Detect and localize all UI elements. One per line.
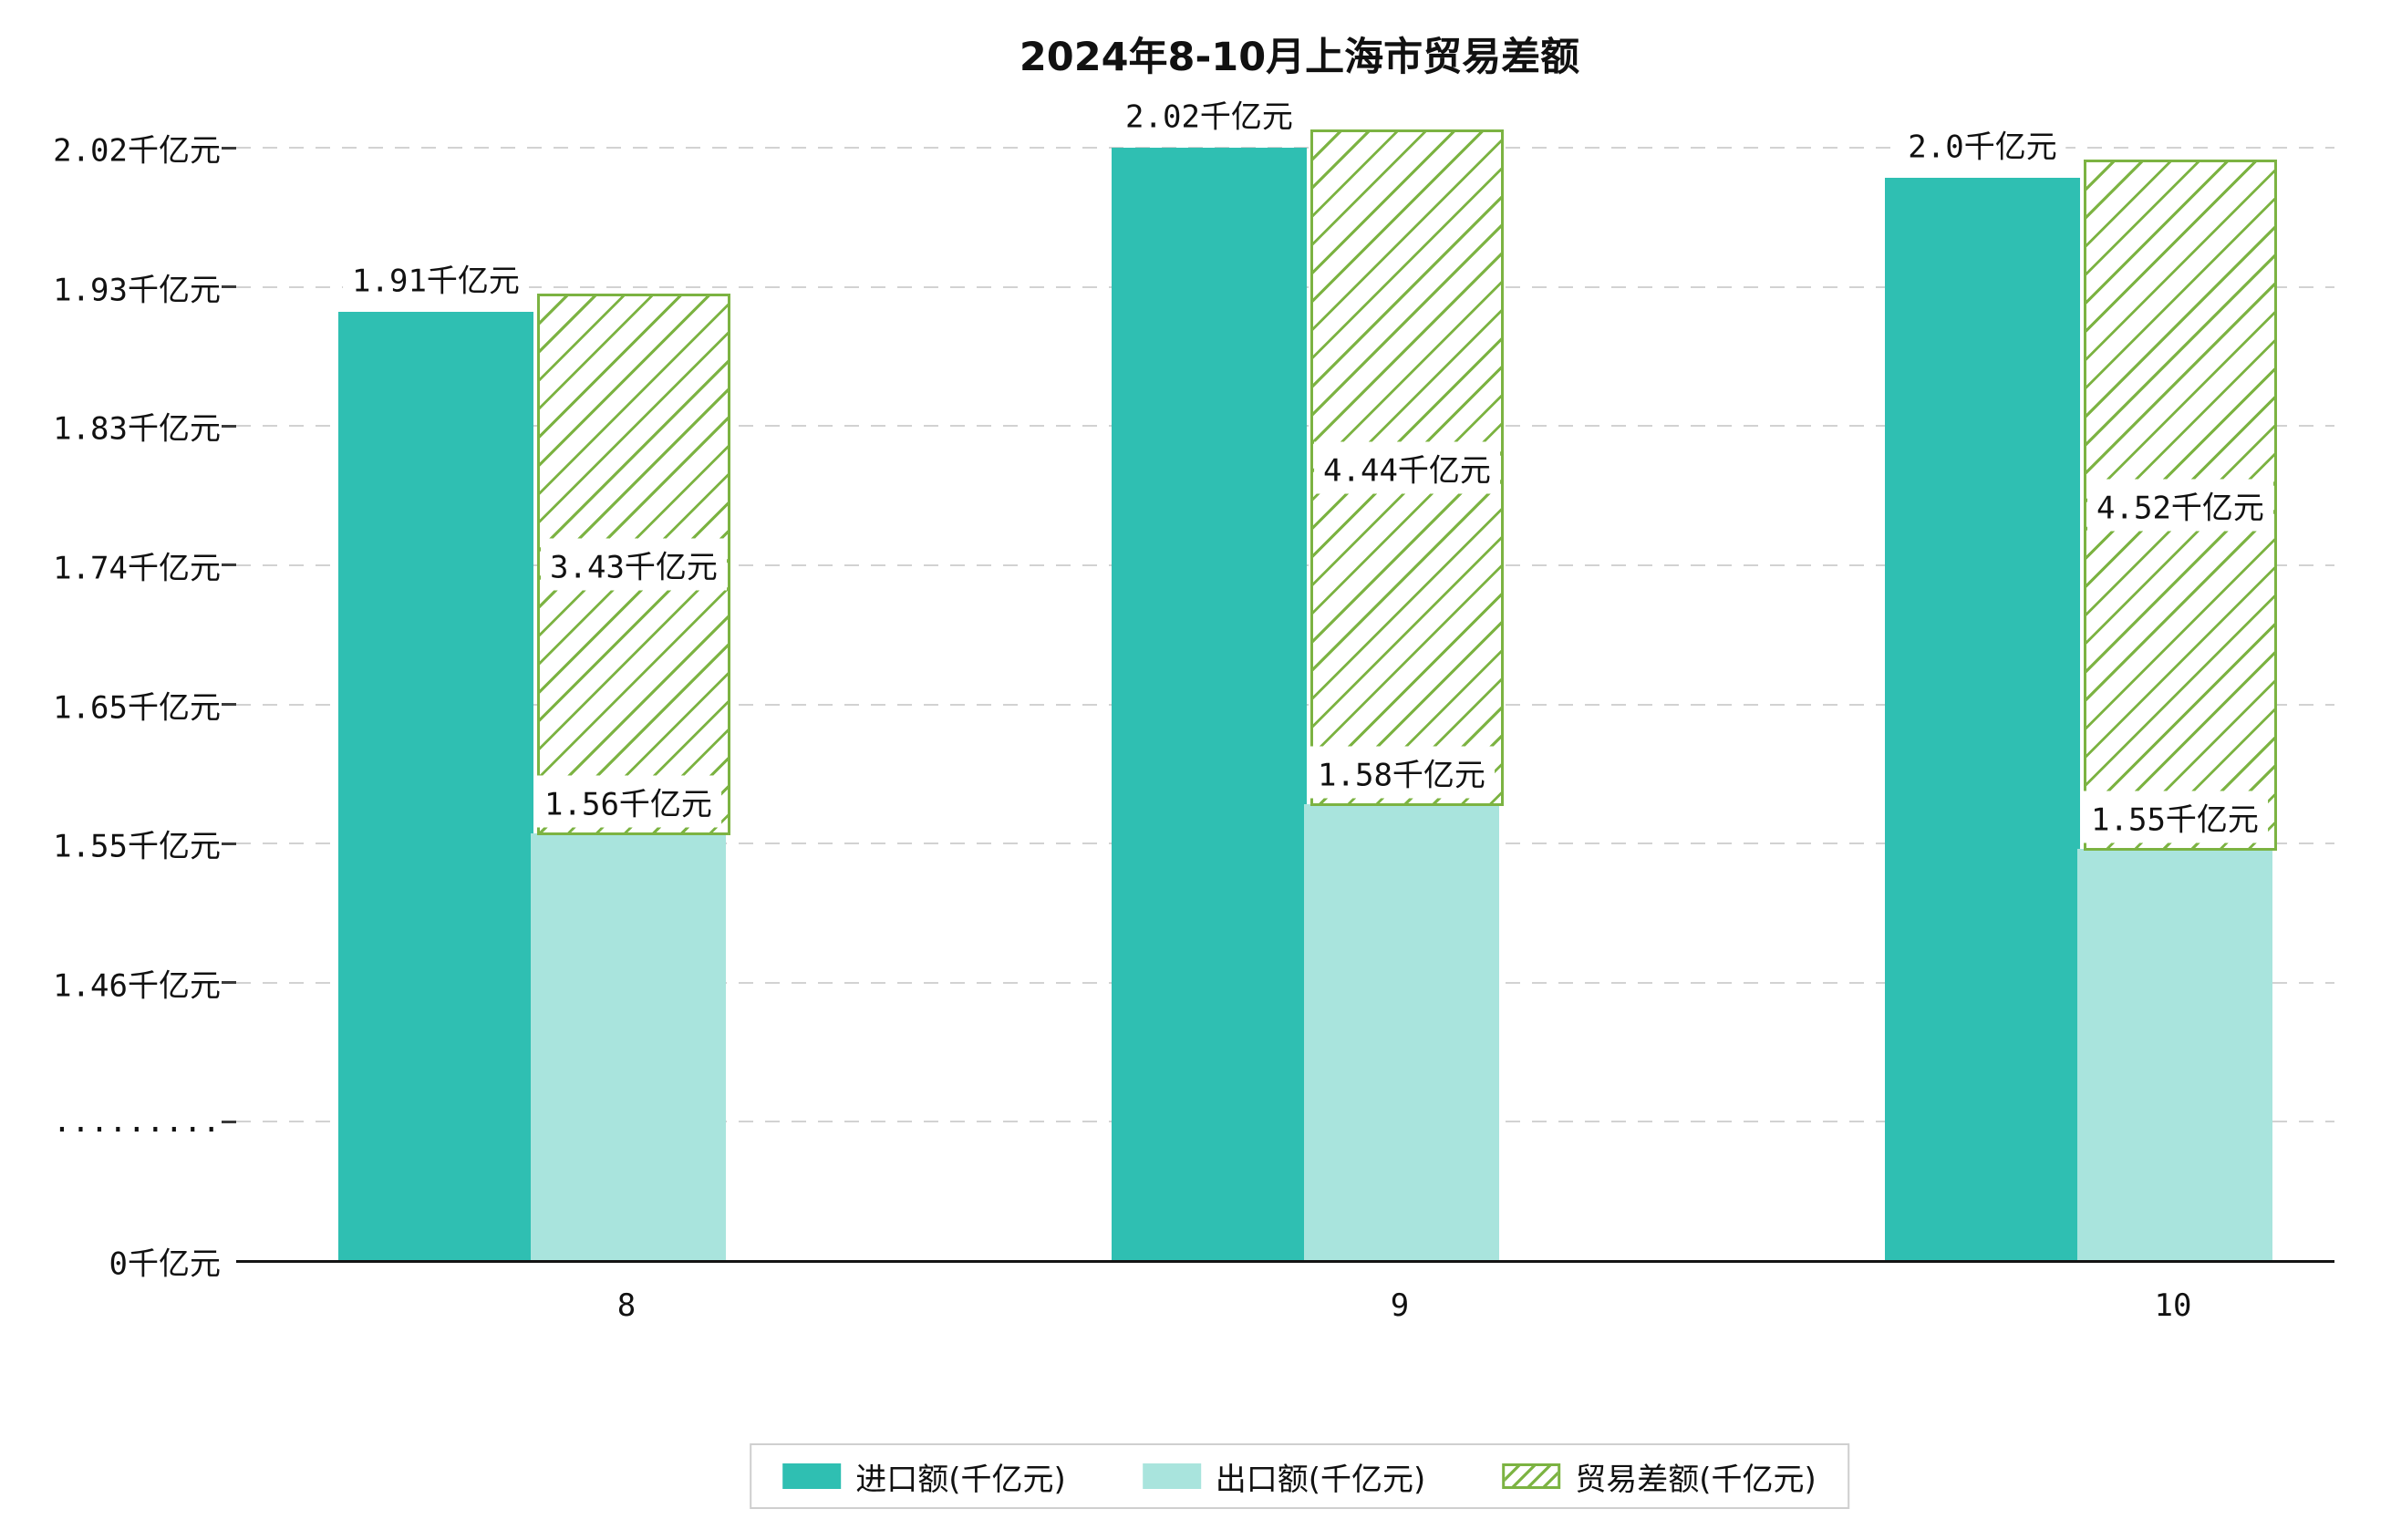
- y-tick-mark: [222, 146, 236, 150]
- x-axis-label: 10: [2154, 1287, 2192, 1324]
- balance-hatch-swatch-icon: [1502, 1463, 1561, 1489]
- y-tick-label: 1.83千亿元: [53, 410, 221, 448]
- legend-item-import: 进口额(千亿元): [782, 1454, 1066, 1499]
- balance-value-label: 3.43千亿元: [541, 538, 727, 591]
- y-tick-mark: [222, 703, 236, 706]
- y-tick-label: 2.02千亿元: [53, 132, 221, 170]
- y-tick-mark: [222, 842, 236, 845]
- import-value-label: 1.91千亿元: [343, 252, 529, 305]
- y-tick-label: 1.55千亿元: [53, 828, 221, 865]
- export-bar: [1304, 803, 1499, 1261]
- y-tick-label: 0千亿元: [109, 1245, 221, 1283]
- y-tick-mark: [222, 424, 236, 428]
- y-tick-label: 1.65千亿元: [53, 689, 221, 726]
- y-tick-label: 1.46千亿元: [53, 967, 221, 1005]
- y-tick-label: 1.93千亿元: [53, 272, 221, 309]
- export-swatch-icon: [1142, 1463, 1201, 1489]
- legend-item-export: 出口额(千亿元): [1142, 1454, 1426, 1499]
- export-value-label: 1.58千亿元: [1309, 746, 1495, 799]
- export-bar: [2077, 848, 2272, 1261]
- export-bar: [531, 833, 726, 1261]
- import-bar: [1885, 177, 2080, 1261]
- import-value-label: 2.0千亿元: [1899, 118, 2066, 171]
- y-tick-label: .........: [52, 1103, 221, 1141]
- import-value-label: 2.02千亿元: [1116, 88, 1302, 140]
- x-axis-label: 8: [616, 1287, 637, 1324]
- y-tick-label: 1.74千亿元: [53, 550, 221, 587]
- export-value-label: 1.55千亿元: [2082, 791, 2268, 843]
- y-tick-mark: [222, 563, 236, 567]
- chart-title: 2024年8-10月上海市贸易差额: [1019, 35, 1580, 80]
- import-swatch-icon: [782, 1463, 842, 1489]
- import-bar: [1112, 148, 1307, 1261]
- import-bar: [338, 311, 533, 1261]
- legend-item-label: 进口额(千亿元): [855, 1461, 1066, 1498]
- y-tick-mark: [222, 981, 236, 985]
- y-tick-mark: [222, 1120, 236, 1123]
- legend-item-label: 出口额(千亿元): [1215, 1461, 1426, 1498]
- balance-value-label: 4.52千亿元: [2087, 479, 2273, 532]
- legend-item-label: 贸易差额(千亿元): [1575, 1461, 1817, 1498]
- x-axis-label: 9: [1390, 1287, 1410, 1324]
- export-value-label: 1.56千亿元: [535, 775, 721, 828]
- x-axis-line: [236, 1260, 2334, 1263]
- y-tick-mark: [222, 285, 236, 289]
- legend-item-balance: 贸易差额(千亿元): [1502, 1454, 1817, 1499]
- balance-value-label: 4.44千亿元: [1314, 441, 1500, 494]
- legend: 进口额(千亿元) 出口额(千亿元) 贸易差额(千亿元): [750, 1443, 1849, 1509]
